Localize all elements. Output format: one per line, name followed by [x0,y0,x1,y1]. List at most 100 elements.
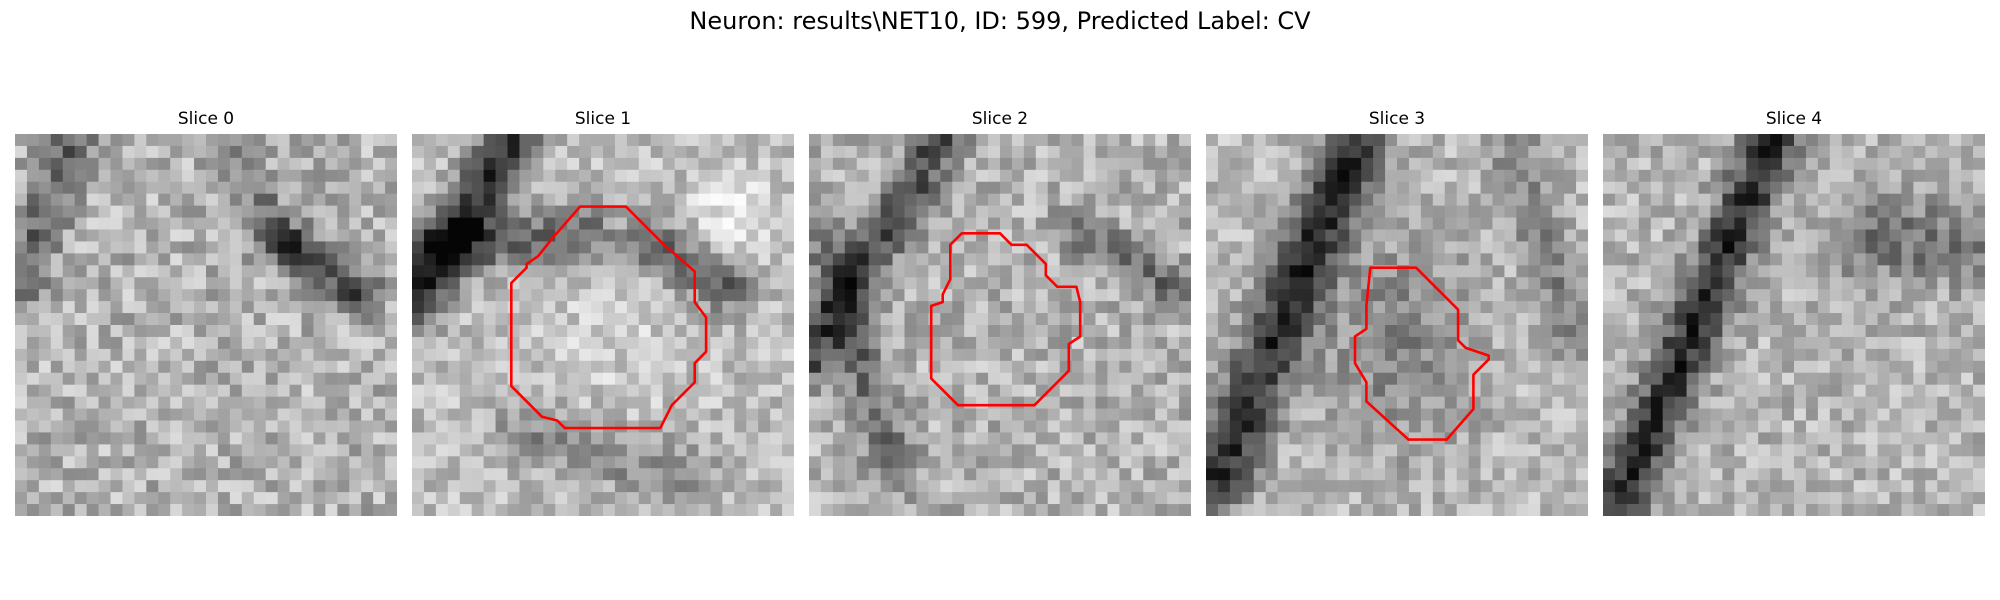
pixel-cell [1241,193,1255,207]
pixel-cell [626,372,640,386]
pixel-cell [674,193,687,207]
pixel-cell [194,253,207,266]
pixel-cell [86,468,99,481]
pixel-cell [1107,193,1120,207]
pixel-cell [1325,384,1338,398]
pixel-cell [313,289,326,302]
pixel-cell [1301,205,1314,218]
pixel-cell [567,480,580,493]
pixel-cell [1253,241,1267,254]
pixel-cell [337,241,350,254]
pixel-cell [1265,301,1279,314]
pixel-cell [1047,193,1061,207]
pixel-cell [1035,360,1049,374]
pixel-cell [146,408,159,421]
pixel-cell [217,205,231,218]
pixel-cell [928,145,941,159]
pixel-cell [1095,492,1108,505]
pixel-cell [1337,325,1350,338]
pixel-cell [361,205,374,218]
pixel-cell [50,492,64,505]
pixel-cell [579,348,592,362]
pixel-cell [1035,420,1049,433]
pixel-cell [253,313,267,326]
pixel-cell [277,253,290,266]
pixel-cell [86,336,99,350]
pixel-cell [531,193,544,207]
pixel-cell [531,253,544,266]
pixel-cell [62,420,76,433]
pixel-cell [1516,444,1529,457]
pixel-cell [1456,396,1470,409]
pixel-cell [1289,396,1302,409]
pixel-cell [1480,217,1493,230]
pixel-cell [1456,193,1470,207]
pixel-cell [435,325,449,338]
pixel-cell [1071,157,1084,171]
pixel-cell [50,325,64,338]
pixel-cell [313,360,326,374]
pixel-cell [1432,384,1446,398]
pixel-cell [194,301,207,314]
pixel-cell [722,372,735,386]
pixel-cell [38,313,52,326]
pixel-cell [1229,313,1243,326]
pixel-cell [1301,229,1314,242]
pixel-cell [1564,181,1577,195]
pixel-cell [603,336,616,350]
pixel-cell [182,229,195,242]
pixel-cell [15,468,28,481]
pixel-cell [1397,325,1410,338]
pixel-cell [1698,325,1711,338]
pixel-cell [770,336,783,350]
pixel-cell [459,336,473,350]
pixel-cell [650,432,664,445]
pixel-cell [868,444,882,457]
pixel-cell [734,169,747,183]
pixel-cell [277,313,290,326]
pixel-cell [964,432,977,445]
pixel-cell [880,313,893,326]
pixel-cell [1167,134,1180,147]
pixel-cell [1686,408,1699,421]
pixel-cell [952,181,965,195]
pixel-cell [301,241,314,254]
pixel-cell [928,408,941,421]
pixel-cell [1877,253,1890,266]
pixel-cell [134,181,147,195]
pixel-cell [976,396,989,409]
pixel-cell [1817,181,1831,195]
pixel-cell [555,157,568,171]
pixel-cell [1289,313,1302,326]
pixel-cell [746,444,759,457]
pixel-cell [1961,265,1974,278]
pixel-cell [1095,145,1108,159]
pixel-cell [1420,241,1434,254]
pixel-cell [38,205,52,218]
pixel-cell [638,289,652,302]
pixel-cell [146,372,159,386]
pixel-cell [1492,253,1505,266]
pixel-cell [206,134,219,147]
pixel-cell [1325,277,1338,290]
pixel-cell [1770,169,1783,183]
pixel-cell [1576,241,1588,254]
pixel-cell [868,420,882,433]
pixel-cell [1901,372,1914,386]
pixel-cell [782,265,794,278]
pixel-cell [892,396,905,409]
pixel-cell [1265,181,1279,195]
pixel-cell [277,348,290,362]
pixel-cell [1241,134,1255,147]
pixel-cell [758,325,771,338]
pixel-cell [423,229,437,242]
pixel-cell [519,444,532,457]
pixel-cell [1877,420,1890,433]
pixel-cell [1746,229,1759,242]
pixel-cell [1638,229,1652,242]
pixel-cell [1638,444,1652,457]
pixel-cell [579,456,592,469]
pixel-cell [1059,145,1073,159]
pixel-cell [1229,432,1243,445]
pixel-cell [1686,360,1699,374]
